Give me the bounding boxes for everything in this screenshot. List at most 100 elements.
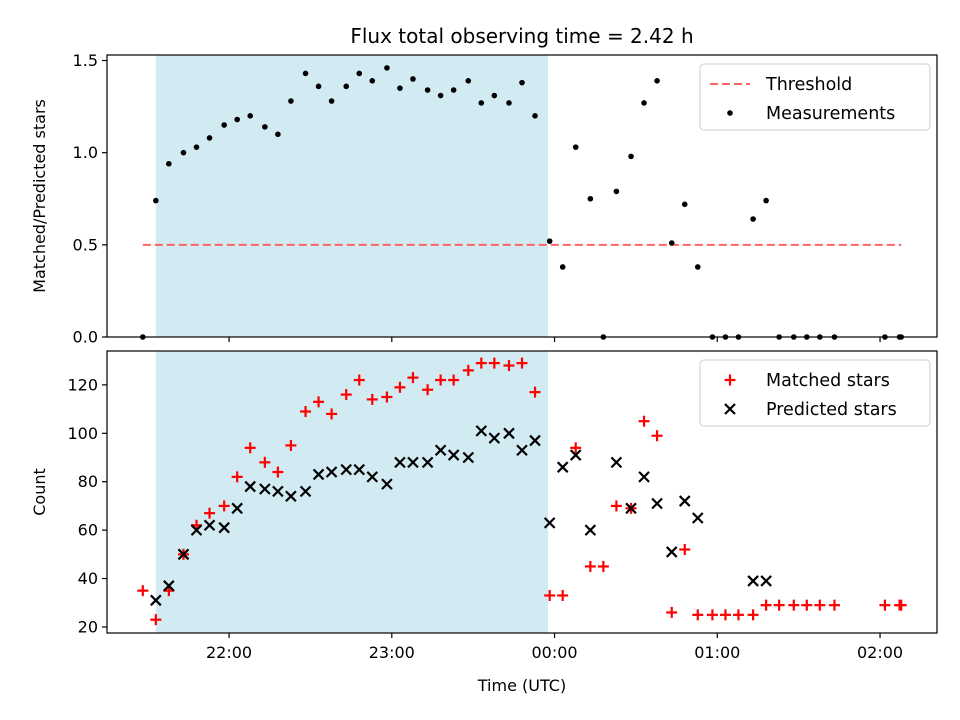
y-tick-label: 20: [78, 617, 98, 636]
series-predicted-stars: [150, 425, 772, 607]
data-point: [353, 463, 366, 476]
data-point: [475, 425, 488, 437]
data-point: [421, 456, 434, 469]
x-tick-label: 23:00: [369, 643, 415, 662]
data-point: [692, 609, 704, 621]
panel-ratio: 0.0 0.5 1.0 1.5 Matched/Predicted stars Thres…: [30, 51, 938, 347]
y-tick-label: 60: [78, 521, 98, 540]
data-point: [369, 78, 376, 84]
data-point: [137, 585, 149, 597]
data-point: [556, 461, 569, 473]
data-point: [462, 364, 474, 376]
chart-title: Flux total observing time = 2.42 h: [350, 24, 693, 48]
data-point: [681, 201, 688, 208]
data-point: [760, 575, 772, 587]
y-tick-label: 120: [67, 375, 98, 394]
data-point: [516, 444, 528, 457]
data-point: [313, 396, 325, 408]
data-point: [879, 599, 891, 611]
data-point: [434, 444, 447, 457]
data-point: [895, 599, 907, 611]
y-tick-label: 80: [78, 472, 98, 491]
data-point: [340, 463, 353, 476]
data-point: [610, 456, 623, 469]
y-tick-label: 40: [78, 569, 98, 588]
data-point: [397, 85, 403, 91]
data-point: [193, 144, 200, 150]
data-point: [475, 357, 487, 369]
data-point: [654, 78, 660, 84]
data-point: [503, 360, 515, 372]
legend-marker: [724, 374, 736, 386]
data-point: [407, 456, 419, 469]
data-point: [651, 430, 663, 442]
data-point: [407, 372, 419, 384]
x-axis-title: Time (UTC): [477, 676, 566, 695]
data-point: [488, 432, 501, 444]
data-point: [328, 98, 335, 104]
data-point: [478, 100, 485, 106]
data-point: [353, 374, 365, 386]
observing-window-band: [155, 351, 549, 633]
data-point: [801, 599, 813, 611]
data-point: [610, 500, 622, 512]
data-point: [814, 599, 826, 611]
legend-label: Matched stars: [766, 371, 890, 391]
data-point: [218, 521, 230, 534]
data-point: [231, 502, 243, 515]
data-point: [625, 502, 637, 515]
data-point: [325, 466, 338, 478]
data-point: [422, 384, 434, 396]
panel-counts: 20 40 60 80 100 120 22:00 23:00 00:00 01:00 02:00 C…: [30, 350, 938, 662]
data-point: [503, 427, 515, 440]
x-tick-label: 02:00: [857, 643, 903, 662]
data-point: [356, 70, 363, 77]
data-point: [394, 456, 406, 469]
data-point: [706, 609, 718, 621]
data-point: [747, 609, 759, 621]
data-point: [572, 144, 579, 150]
data-point: [694, 264, 701, 270]
data-point: [218, 500, 230, 512]
data-point: [285, 490, 297, 503]
legend-label: Predicted stars: [766, 400, 897, 420]
data-point: [665, 546, 678, 558]
data-point: [519, 79, 525, 86]
data-point: [340, 389, 352, 401]
data-point: [544, 589, 556, 601]
data-point: [410, 76, 416, 82]
data-point: [529, 386, 541, 398]
data-point: [465, 78, 472, 84]
plot-frame: [106, 350, 938, 634]
data-point: [272, 485, 284, 498]
data-point: [312, 468, 325, 481]
data-point: [204, 507, 216, 519]
data-point: [153, 197, 159, 204]
data-point: [569, 449, 582, 461]
data-point: [424, 87, 431, 93]
legend-marker: [727, 110, 733, 116]
data-point: [546, 238, 553, 244]
data-point: [190, 524, 203, 536]
data-point: [163, 580, 175, 592]
data-point: [437, 92, 444, 99]
y-tick-label: 1.5: [73, 51, 98, 70]
data-point: [272, 466, 284, 478]
data-point: [691, 512, 704, 524]
data-point: [150, 614, 162, 626]
data-point: [180, 149, 187, 156]
data-point: [462, 451, 475, 464]
data-point: [300, 406, 312, 418]
data-point: [177, 548, 190, 561]
data-point: [641, 100, 647, 106]
series-measurements: [140, 65, 904, 340]
data-point: [666, 606, 678, 618]
legend-marker: [724, 403, 736, 415]
data-point: [259, 456, 271, 468]
x-tick-label: 00:00: [531, 643, 577, 662]
observing-window-band: [155, 55, 549, 337]
data-point: [394, 381, 406, 393]
y-axis-title: Count: [30, 468, 49, 516]
data-point: [668, 240, 675, 246]
